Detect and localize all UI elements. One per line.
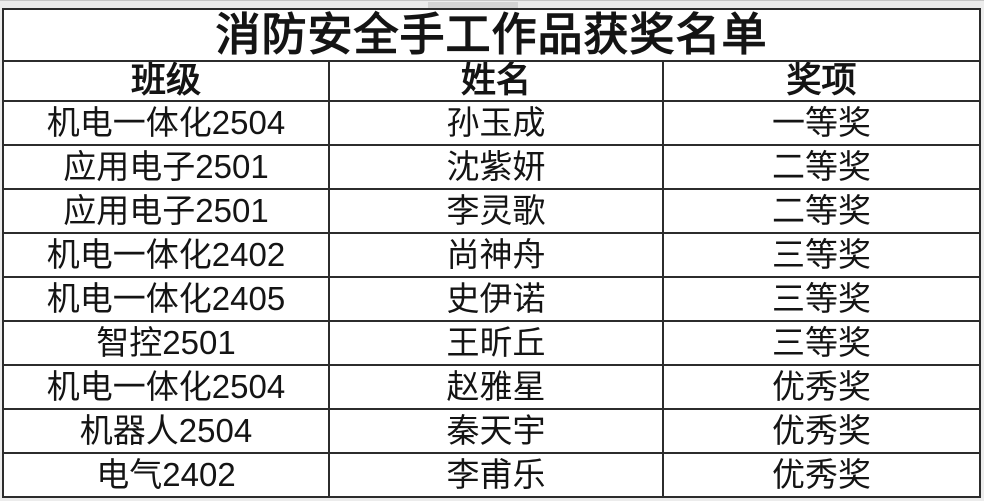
table-row: 应用电子2501 李灵歌 二等奖 [2,188,981,234]
name-cell: 李甫乐 [328,452,664,498]
table-row: 机器人2504 秦天宇 优秀奖 [2,408,981,454]
name-cell: 赵雅星 [328,364,664,410]
table-row: 机电一体化2504 孙玉成 一等奖 [2,100,981,146]
name-cell: 王昕丘 [328,320,664,366]
class-cell: 机电一体化2402 [2,232,330,278]
class-cell: 智控2501 [2,320,330,366]
award-table: 消防安全手工作品获奖名单 班级 姓名 奖项 机电一体化2504 孙玉成 一等奖 … [2,8,981,498]
class-cell: 机电一体化2405 [2,276,330,322]
class-cell: 应用电子2501 [2,188,330,234]
table-row: 机电一体化2504 赵雅星 优秀奖 [2,364,981,410]
class-cell: 机电一体化2504 [2,100,330,146]
column-header-award: 奖项 [662,60,981,102]
award-cell: 二等奖 [662,188,981,234]
class-cell: 机器人2504 [2,408,330,454]
award-cell: 三等奖 [662,276,981,322]
column-header-name: 姓名 [328,60,664,102]
table-row: 机电一体化2402 尚神舟 三等奖 [2,232,981,278]
award-cell: 三等奖 [662,232,981,278]
class-cell: 应用电子2501 [2,144,330,190]
table-row: 应用电子2501 沈紫妍 二等奖 [2,144,981,190]
column-header-class: 班级 [2,60,330,102]
table-row: 智控2501 王昕丘 三等奖 [2,320,981,366]
award-cell: 二等奖 [662,144,981,190]
header-row: 班级 姓名 奖项 [2,60,981,102]
table-row: 电气2402 李甫乐 优秀奖 [2,452,981,498]
name-cell: 李灵歌 [328,188,664,234]
title-row: 消防安全手工作品获奖名单 [2,8,981,62]
top-strip [0,0,984,9]
award-cell: 三等奖 [662,320,981,366]
class-cell: 电气2402 [2,452,330,498]
page-title: 消防安全手工作品获奖名单 [2,8,981,62]
award-cell: 优秀奖 [662,408,981,454]
class-cell: 机电一体化2504 [2,364,330,410]
table-row: 机电一体化2405 史伊诺 三等奖 [2,276,981,322]
name-cell: 尚神舟 [328,232,664,278]
name-cell: 史伊诺 [328,276,664,322]
name-cell: 沈紫妍 [328,144,664,190]
award-cell: 优秀奖 [662,364,981,410]
name-cell: 秦天宇 [328,408,664,454]
name-cell: 孙玉成 [328,100,664,146]
camera-notch [428,2,518,8]
award-cell: 一等奖 [662,100,981,146]
award-cell: 优秀奖 [662,452,981,498]
